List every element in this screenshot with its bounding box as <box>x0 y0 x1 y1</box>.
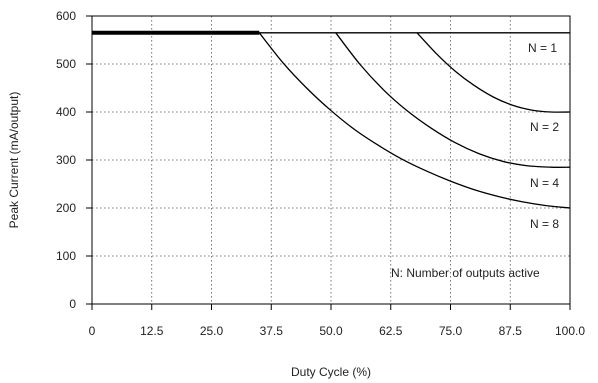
y-tick-label: 100 <box>56 249 76 263</box>
x-tick-label: 100.0 <box>555 324 585 338</box>
curves <box>92 30 571 209</box>
x-tick-label: 25.0 <box>200 324 224 338</box>
y-tick-label: 300 <box>56 153 76 167</box>
y-tick-label: 0 <box>69 297 76 311</box>
x-axis-title: Duty Cycle (%) <box>291 365 371 379</box>
curve-label-n4: N = 4 <box>530 176 559 190</box>
annotation-note: N: Number of outputs active <box>391 266 540 280</box>
x-tick-label: 75.0 <box>439 324 463 338</box>
series-line-1 <box>416 32 571 113</box>
x-tick-label: 0 <box>89 324 96 338</box>
x-tick-label: 37.5 <box>260 324 284 338</box>
x-tick-label: 50.0 <box>319 324 343 338</box>
x-axis: 0 12.5 25.0 37.5 50.0 62.5 75.0 87.5 100.0 <box>89 304 585 338</box>
y-tick-label: 400 <box>56 105 76 119</box>
x-tick-label: 87.5 <box>499 324 523 338</box>
x-tick-label: 12.5 <box>140 324 164 338</box>
curve-label-n1: N = 1 <box>528 41 557 55</box>
grid <box>92 16 570 304</box>
y-tick-label: 200 <box>56 201 76 215</box>
y-axis-title: Peak Current (mA/output) <box>7 92 21 229</box>
x-tick-label: 62.5 <box>379 324 403 338</box>
y-axis: 0 100 200 300 400 500 600 <box>56 9 92 311</box>
curve-label-n2: N = 2 <box>530 120 559 134</box>
y-tick-label: 600 <box>56 9 76 23</box>
series-line-3 <box>258 32 571 209</box>
series-line-2 <box>335 32 571 168</box>
curve-label-n8: N = 8 <box>530 217 559 231</box>
y-tick-label: 500 <box>56 57 76 71</box>
